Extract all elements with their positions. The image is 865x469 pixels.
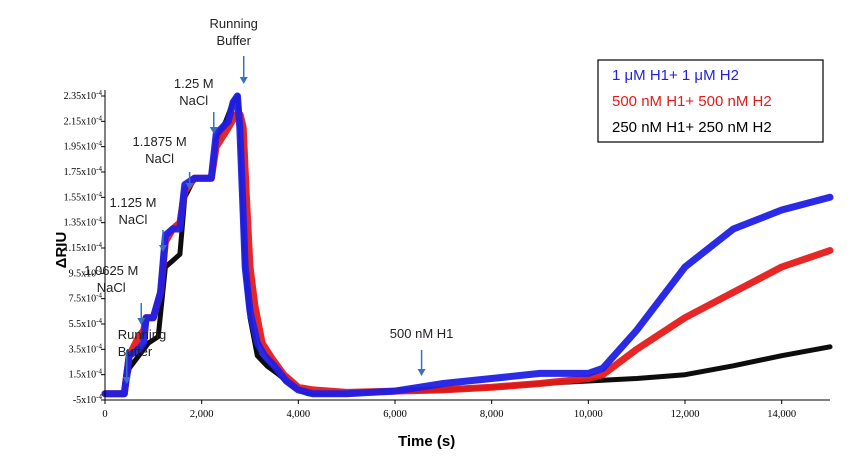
series-layer <box>101 92 834 398</box>
legend-box <box>597 59 824 143</box>
x-tick-label: 10,000 <box>574 409 603 420</box>
y-tick-label: 1.5x10-4 <box>69 368 103 381</box>
y-tick-label: 1.75x10-4 <box>64 165 103 178</box>
x-tick-label: 4,000 <box>287 409 311 420</box>
annotations-layer: Running Buffer 1.25 M NaCl 1.1875 M NaCl 1.125… <box>84 16 453 384</box>
x-tick-label: 2,000 <box>190 409 214 420</box>
x-tick-label: 0 <box>102 409 107 420</box>
y-tick-label: 2.35x10-4 <box>64 89 103 102</box>
annotation-arrow-head <box>185 183 194 190</box>
annotation-label: Running Buffer <box>209 16 257 48</box>
y-axis-title: ΔRIU <box>53 232 70 269</box>
annotation-arrow-head <box>417 369 426 376</box>
y-tick-label: 1.95x10-4 <box>64 140 103 153</box>
y-tick-label: 2.15x10-4 <box>64 114 103 127</box>
annotation-label: 1.1875 M NaCl <box>132 134 186 166</box>
annotation-label: 500 nM H1 <box>390 326 454 341</box>
annotation-arrow-head <box>159 245 167 252</box>
y-tick-label: 3.5x10-4 <box>69 342 103 355</box>
annotation-arrow-head <box>209 127 218 134</box>
annotation-arrow-head <box>239 77 248 84</box>
y-tick-label: 7.5x10-4 <box>69 292 103 305</box>
x-tick-label: 12,000 <box>671 409 700 420</box>
y-tick-label: 1.35x10-4 <box>64 216 103 229</box>
annotation-arrow-head <box>122 377 131 384</box>
legend-label-series-2: 500 nM H1+ 500 nM H2 <box>612 93 772 110</box>
legend: 1 μM H1+ 1 μM H2 500 nM H1+ 500 nM H2 25… <box>597 59 824 143</box>
axes-layer: -5x10-4 1.5x10-4 3.5x10-4 5.5x10-4 7.5x10-4 9… <box>64 89 830 420</box>
x-axis-title: Time (s) <box>398 433 455 450</box>
x-tick-label: 14,000 <box>767 409 796 420</box>
annotation-label: 1.125 M NaCl <box>110 195 157 227</box>
y-tick-label: 5.5x10-4 <box>69 317 103 330</box>
series-line-1 <box>101 92 834 398</box>
legend-label-series-3: 250 nM H1+ 250 nM H2 <box>612 119 772 136</box>
annotation-arrow-head <box>137 318 146 325</box>
y-tick-label: 1.55x10-4 <box>64 190 103 203</box>
x-tick-label: 8,000 <box>480 409 504 420</box>
x-tick-label: 6,000 <box>383 409 407 420</box>
y-tick-label: 1.15x10-4 <box>64 241 103 254</box>
annotation-label: 1.25 M NaCl <box>174 76 214 108</box>
y-tick-label: 9.5x10-4 <box>69 266 103 279</box>
legend-label-series-1: 1 μM H1+ 1 μM H2 <box>612 67 739 84</box>
y-tick-label: -5x10-4 <box>73 393 103 406</box>
annotation-label: 1.0625 M NaCl <box>84 263 138 295</box>
